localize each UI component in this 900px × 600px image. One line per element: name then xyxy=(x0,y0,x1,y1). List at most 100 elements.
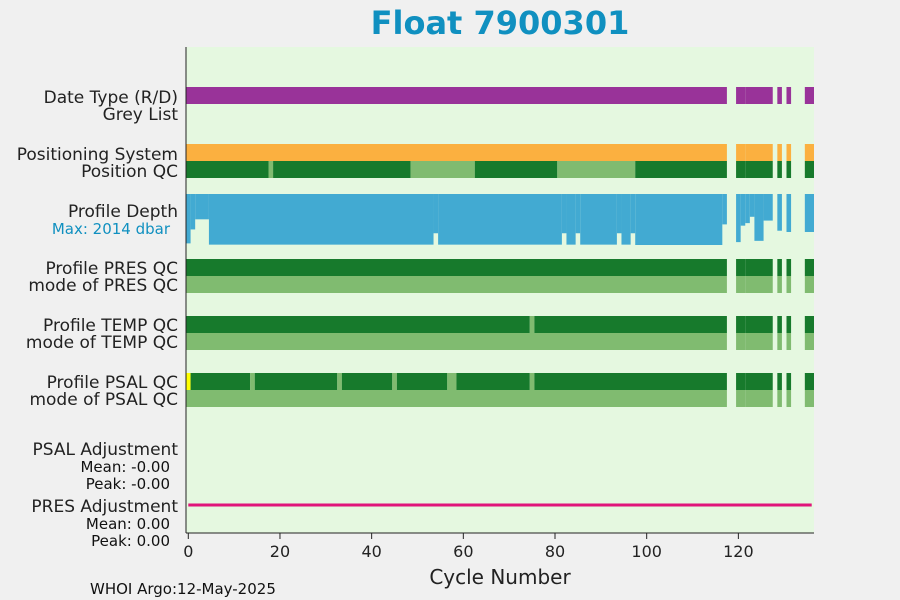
qc-bar-segment xyxy=(805,144,814,161)
qc-bar-segment xyxy=(745,316,773,333)
qc-bar-segment xyxy=(186,316,530,333)
qc-bar-segment xyxy=(736,276,745,293)
qc-bar-segment xyxy=(736,373,745,390)
x-tick-label: 40 xyxy=(361,542,381,561)
qc-bar-segment xyxy=(745,259,773,276)
qc-bar-segment xyxy=(786,373,791,390)
qc-bar-segment xyxy=(186,373,191,390)
profile-depth-bar xyxy=(764,194,773,221)
qc-bar-segment xyxy=(255,373,338,390)
profile-depth-bar xyxy=(438,194,562,245)
qc-bar-segment xyxy=(805,316,814,333)
qc-bar-segment xyxy=(786,87,791,104)
x-tick-label: 80 xyxy=(545,542,565,561)
profile-depth-bar xyxy=(562,194,567,233)
x-tick-label: 60 xyxy=(453,542,473,561)
profile-depth-bar xyxy=(566,194,575,245)
label-pres-adjustment-peak: Peak: 0.00 xyxy=(91,532,170,550)
profile-depth-bar xyxy=(786,194,791,232)
qc-bar-segment xyxy=(777,316,782,333)
qc-bar-segment xyxy=(805,373,814,390)
x-tick-label: 20 xyxy=(270,542,290,561)
qc-bar-segment xyxy=(456,373,529,390)
profile-depth-bar xyxy=(635,194,722,245)
footer-credit: WHOI Argo:12-May-2025 xyxy=(90,580,276,598)
qc-bar-segment xyxy=(397,373,447,390)
profile-depth-bar xyxy=(745,194,750,223)
profile-depth-bar xyxy=(621,194,630,245)
qc-bar-segment xyxy=(186,87,727,104)
qc-bar-segment xyxy=(786,161,791,178)
qc-bar-segment xyxy=(411,161,475,178)
qc-bar-segment xyxy=(186,276,727,293)
qc-bar-segment xyxy=(186,390,727,407)
qc-bar-segment xyxy=(786,390,791,407)
qc-bar-segment xyxy=(777,333,782,350)
qc-bar-segment xyxy=(777,373,782,390)
profile-depth-bar xyxy=(736,194,741,242)
qc-bar-segment xyxy=(736,87,745,104)
x-tick-label: 100 xyxy=(631,542,662,561)
qc-bar-segment xyxy=(745,87,773,104)
qc-bar-segment xyxy=(786,316,791,333)
label-profile-depth-max: Max: 2014 dbar xyxy=(52,220,171,238)
qc-bar-segment xyxy=(392,373,397,390)
profile-depth-bar xyxy=(576,194,581,233)
profile-depth-bar xyxy=(754,194,763,241)
qc-bar-segment xyxy=(273,161,411,178)
qc-bar-segment xyxy=(736,390,745,407)
profile-depth-bar xyxy=(191,194,196,229)
profile-depth-bar xyxy=(434,194,439,233)
label-psal-adjustment-mean: Mean: -0.00 xyxy=(80,458,170,476)
label-grey-list: Grey List xyxy=(103,105,179,125)
qc-bar-segment xyxy=(745,390,773,407)
qc-bar-segment xyxy=(447,373,456,390)
qc-bar-segment xyxy=(475,161,558,178)
qc-bar-segment xyxy=(534,373,727,390)
qc-bar-segment xyxy=(777,161,782,178)
qc-bar-segment xyxy=(337,373,342,390)
qc-bar-segment xyxy=(534,316,727,333)
label-mode-pres-qc: mode of PRES QC xyxy=(28,276,178,296)
profile-depth-bar xyxy=(617,194,622,233)
qc-bar-segment xyxy=(745,144,773,161)
qc-bar-segment xyxy=(736,316,745,333)
qc-bar-segment xyxy=(777,259,782,276)
label-psal-adjustment-peak: Peak: -0.00 xyxy=(86,475,170,493)
qc-bar-segment xyxy=(269,161,274,178)
qc-bar-segment xyxy=(186,259,727,276)
qc-bar-segment xyxy=(805,259,814,276)
qc-bar-segment xyxy=(736,333,745,350)
qc-bar-segment xyxy=(736,144,745,161)
qc-bar-segment xyxy=(786,276,791,293)
qc-bar-segment xyxy=(786,333,791,350)
label-pres-adjustment: PRES Adjustment xyxy=(31,497,178,517)
qc-bar-segment xyxy=(635,161,727,178)
qc-bar-segment xyxy=(805,333,814,350)
qc-bar-segment xyxy=(186,161,269,178)
x-tick-label: 0 xyxy=(183,542,193,561)
qc-bar-segment xyxy=(186,333,727,350)
qc-bar-segment xyxy=(805,276,814,293)
qc-bar-segment xyxy=(777,144,782,161)
x-tick-label: 120 xyxy=(723,542,754,561)
profile-depth-bars xyxy=(186,194,814,245)
qc-bar-segment xyxy=(805,390,814,407)
chart-title: Float 7900301 xyxy=(371,4,630,42)
profile-depth-bar xyxy=(741,194,746,226)
profile-depth-bar xyxy=(805,194,814,232)
qc-bar-segment xyxy=(777,276,782,293)
qc-bar-segment xyxy=(530,373,535,390)
qc-bar-segment xyxy=(250,373,255,390)
qc-bar-segment xyxy=(786,144,791,161)
label-profile-depth: Profile Depth xyxy=(68,202,178,222)
qc-bar-segment xyxy=(186,144,727,161)
label-mode-psal-qc: mode of PSAL QC xyxy=(29,390,178,410)
label-pres-adjustment-mean: Mean: 0.00 xyxy=(86,515,170,533)
qc-bar-segment xyxy=(777,390,782,407)
qc-bar-segment xyxy=(745,333,773,350)
label-mode-temp-qc: mode of TEMP QC xyxy=(26,333,178,353)
profile-depth-bar xyxy=(186,194,191,243)
qc-bar-segment xyxy=(745,373,773,390)
